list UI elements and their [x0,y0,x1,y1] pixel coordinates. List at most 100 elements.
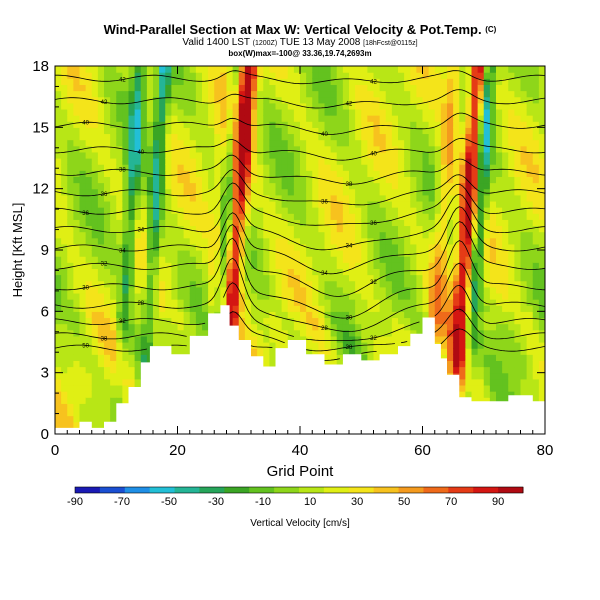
field-cell [263,182,270,190]
field-cell [367,170,375,177]
field-cell [459,360,466,368]
field-cell [208,121,215,128]
field-cell [447,96,454,104]
field-cell [465,121,473,128]
field-cell [208,225,215,233]
field-cell [104,292,111,300]
field-cell [177,66,185,73]
field-cell [281,250,289,257]
field-cell [287,66,295,73]
field-cell [300,219,307,227]
field-cell [232,274,240,282]
field-cell [146,66,154,73]
field-cell [104,243,111,251]
field-cell [447,329,454,337]
field-cell [538,225,545,233]
field-cell [367,176,375,184]
field-cell [263,158,270,165]
field-cell [153,164,160,171]
field-cell [244,237,252,245]
field-cell [220,133,228,141]
field-cell [514,72,522,79]
field-cell [300,305,307,312]
field-cell [330,280,338,288]
field-cell [134,250,142,257]
field-cell [61,250,68,257]
field-cell [153,268,160,276]
field-cell [526,342,534,349]
field-cell [502,207,509,214]
field-cell [398,237,405,245]
colorbar-tick-label: -10 [255,496,271,508]
field-cell [447,250,454,257]
field-cell [520,311,528,319]
field-cell [287,133,295,141]
field-cell [477,384,485,392]
field-cell [85,384,93,392]
field-cell [453,335,460,343]
field-cell [465,66,473,73]
field-cell [367,299,375,306]
field-cell [183,231,191,239]
field-cell [532,391,540,398]
field-cell [110,409,117,417]
field-cell [183,280,191,288]
field-cell [189,78,197,85]
field-cell [183,311,191,319]
field-cell [520,90,528,98]
field-cell [312,231,319,239]
field-cell [428,256,436,263]
field-cell [471,237,479,245]
field-cell [183,182,191,190]
field-cell [349,274,356,282]
field-cell [453,243,460,251]
field-cell [73,360,81,368]
field-cell [159,145,166,153]
field-cell [459,274,466,282]
x-tick-label: 20 [169,442,186,459]
field-cell [318,90,326,98]
field-cell [367,268,375,276]
field-cell [281,102,289,110]
field-cell [153,262,160,269]
field-cell [269,262,277,269]
field-cell [465,372,473,380]
field-cell [508,151,515,159]
field-cell [189,237,197,245]
field-cell [140,354,148,361]
field-cell [73,115,81,122]
field-cell [153,250,160,257]
field-cell [306,90,313,98]
field-cell [61,378,68,386]
field-cell [398,219,405,227]
field-cell [183,158,191,165]
field-cell [159,335,166,343]
field-cell [97,102,105,110]
field-cell [85,323,93,331]
field-cell [128,323,136,331]
field-cell [342,280,350,288]
field-cell [165,317,172,325]
field-cell [404,102,411,110]
field-cell [391,286,399,294]
field-cell [520,323,528,331]
field-cell [355,188,362,196]
field-cell [300,151,307,159]
field-cell [526,158,534,165]
field-cell [275,90,283,98]
field-cell [391,72,399,79]
field-cell [496,280,503,288]
field-cell [110,200,117,208]
field-cell [349,133,356,141]
field-cell [195,311,203,319]
field-cell [428,268,436,276]
field-cell [67,176,74,184]
field-cell [342,335,350,343]
field-cell [275,280,283,288]
field-cell [508,194,515,202]
field-cell [153,78,160,85]
field-cell [318,121,326,128]
field-cell [342,72,350,79]
field-cell [367,182,375,190]
field-cell [122,243,130,251]
